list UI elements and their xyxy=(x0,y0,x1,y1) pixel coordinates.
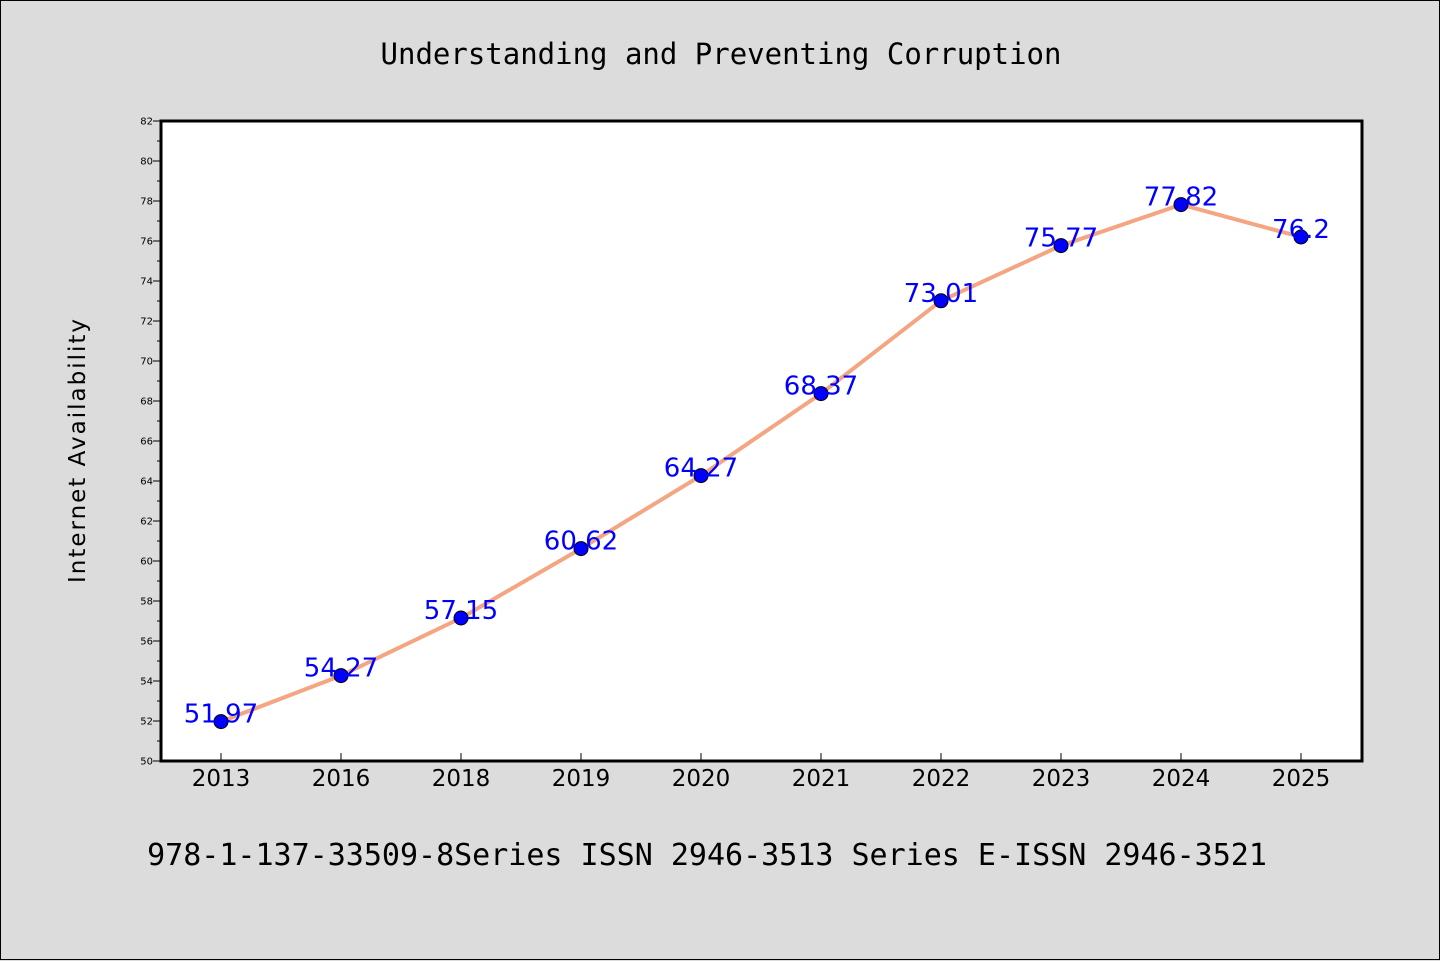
x-axis: 2013 2016 2018 2019 2020 2021 2022 2023 2024 2025 xyxy=(192,753,1331,792)
plot-area xyxy=(161,121,1362,761)
y-tick-label: 76 xyxy=(140,237,153,248)
plot-border xyxy=(159,119,1364,763)
data-point xyxy=(1293,229,1309,245)
markers-group xyxy=(213,197,1309,730)
data-point xyxy=(693,468,709,484)
data-point xyxy=(453,610,469,626)
y-tick-label: 80 xyxy=(140,157,153,168)
x-tick-label: 2022 xyxy=(912,766,971,792)
footer-text: 978-1-137-33509-8Series ISSN 2946-3513 S… xyxy=(147,838,1267,873)
data-label: 54.27 xyxy=(304,654,378,684)
y-axis-label: Internet Availability xyxy=(65,317,91,583)
y-tick-label: 56 xyxy=(140,637,153,648)
series-line-group xyxy=(219,202,1303,724)
data-point xyxy=(1053,238,1069,254)
y-tick-label: 74 xyxy=(140,277,153,288)
x-tick-label: 2023 xyxy=(1032,766,1091,792)
data-label: 64.27 xyxy=(664,454,738,484)
chart-title: Understanding and Preventing Corruption xyxy=(381,37,1062,71)
y-tick-label: 52 xyxy=(140,717,153,728)
data-point xyxy=(933,293,949,309)
data-label: 51.97 xyxy=(184,700,258,730)
x-tick-label: 2018 xyxy=(432,766,491,792)
x-tick-label: 2021 xyxy=(792,766,851,792)
y-tick-label: 62 xyxy=(140,517,153,528)
y-axis: 50 52 54 56 58 60 62 64 66 68 70 72 74 76 78 80 82 xyxy=(140,117,161,768)
y-tick-label: 54 xyxy=(140,677,153,688)
data-label: 76.2 xyxy=(1272,215,1330,245)
y-tick-label: 50 xyxy=(140,757,153,768)
y-tick-label: 72 xyxy=(140,317,153,328)
y-tick-label: 78 xyxy=(140,197,153,208)
data-label: 57.15 xyxy=(424,596,498,626)
y-tick-label: 64 xyxy=(140,477,153,488)
data-labels-group: 51.97 54.27 57.15 60.62 64.27 68.37 73.01 75.77… xyxy=(184,183,1330,730)
x-tick-label: 2020 xyxy=(672,766,731,792)
y-tick-label: 68 xyxy=(140,397,153,408)
y-tick-label: 66 xyxy=(140,437,153,448)
y-tick-label: 82 xyxy=(140,117,153,128)
series-line xyxy=(219,202,1303,724)
data-point xyxy=(1173,197,1189,213)
x-tick-label: 2019 xyxy=(552,766,611,792)
data-label: 77.82 xyxy=(1144,183,1218,213)
y-tick-label: 60 xyxy=(140,557,153,568)
x-tick-label: 2024 xyxy=(1152,766,1211,792)
data-label: 73.01 xyxy=(904,279,978,309)
data-point xyxy=(813,386,829,402)
x-tick-label: 2025 xyxy=(1272,766,1331,792)
data-point xyxy=(333,668,349,684)
x-tick-label: 2013 xyxy=(192,766,251,792)
data-label: 68.37 xyxy=(784,372,858,402)
y-tick-label: 58 xyxy=(140,597,153,608)
data-point xyxy=(213,714,229,730)
x-tick-label: 2016 xyxy=(312,766,371,792)
data-label: 60.62 xyxy=(544,527,618,557)
data-point xyxy=(573,541,589,557)
y-tick-label: 70 xyxy=(140,357,153,368)
data-label: 75.77 xyxy=(1024,224,1098,254)
